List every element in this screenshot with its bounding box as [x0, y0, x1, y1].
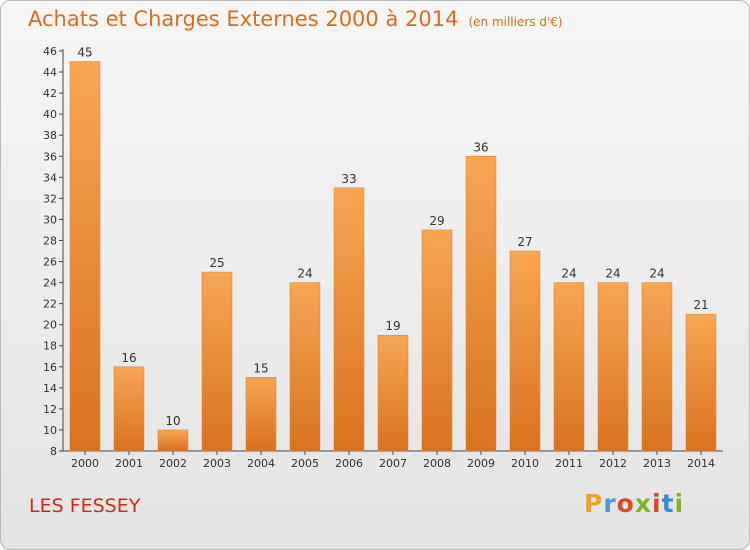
y-tick-label: 46 — [43, 45, 57, 58]
x-tick-label-2002: 2002 — [159, 457, 187, 470]
bar-2013 — [641, 282, 673, 452]
x-tick-label-2004: 2004 — [247, 457, 275, 470]
y-tick-label: 10 — [43, 424, 57, 437]
data-label-2000: 45 — [77, 46, 92, 60]
y-tick-label: 42 — [43, 87, 57, 100]
y-tick-label: 28 — [43, 234, 57, 247]
x-tick-label-2011: 2011 — [555, 457, 583, 470]
y-tick-label: 40 — [43, 108, 57, 121]
x-tick-label-2005: 2005 — [291, 457, 319, 470]
data-label-2005: 24 — [297, 267, 312, 281]
x-tick-label-2007: 2007 — [379, 457, 407, 470]
y-tick-label: 22 — [43, 298, 57, 311]
bar-2004 — [245, 377, 277, 452]
labels: 45 2000 16 2001 10 2002 25 2003 15 2004 24 2005 33 20… — [71, 46, 715, 470]
data-label-2003: 25 — [209, 256, 224, 270]
logo-letter: o — [616, 489, 635, 518]
y-tick-label: 18 — [43, 340, 57, 353]
bar-2010 — [509, 250, 541, 452]
bar-2011 — [553, 282, 585, 452]
chart-title: Achats et Charges Externes 2000 à 2014 (e… — [28, 7, 563, 31]
x-tick-label-2013: 2013 — [643, 457, 671, 470]
bar-2002 — [157, 429, 189, 452]
axes: 8 10 12 14 16 18 20 22 24 26 28 30 32 34 36 38 40 42 44 46 — [43, 45, 723, 458]
bar-2008 — [421, 229, 453, 452]
y-tick-label: 30 — [43, 213, 57, 226]
x-tick-label-2014: 2014 — [687, 457, 715, 470]
logo-letter: x — [634, 489, 652, 518]
data-label-2006: 33 — [341, 172, 356, 186]
x-tick-label-2003: 2003 — [203, 457, 231, 470]
x-tick-label-2008: 2008 — [423, 457, 451, 470]
y-tick-label: 36 — [43, 150, 57, 163]
x-tick-label-2000: 2000 — [71, 457, 99, 470]
place-name: LES FESSEY — [29, 495, 141, 517]
data-label-2010: 27 — [517, 235, 532, 249]
x-tick-label-2001: 2001 — [115, 457, 143, 470]
y-tick-label: 12 — [43, 403, 57, 416]
bar-2006 — [333, 187, 365, 452]
y-tick-label: 8 — [50, 445, 57, 458]
data-label-2001: 16 — [121, 351, 136, 365]
data-label-2011: 24 — [561, 267, 576, 281]
x-tick-label-2009: 2009 — [467, 457, 495, 470]
data-label-2004: 15 — [253, 361, 268, 375]
data-label-2002: 10 — [165, 414, 180, 428]
bar-2007 — [377, 334, 409, 452]
logo-letter: r — [603, 489, 617, 518]
bar-2000 — [69, 61, 101, 452]
y-tick-label: 44 — [43, 66, 57, 79]
title-text: Achats et Charges Externes 2000 à 2014 — [28, 7, 459, 31]
bar-2009 — [465, 156, 497, 452]
logo-letter: t — [661, 489, 675, 518]
data-label-2009: 36 — [473, 140, 488, 154]
bar-2014 — [685, 313, 717, 452]
logo-letter: P — [584, 489, 604, 518]
y-tick-label: 20 — [43, 319, 57, 332]
bar-2003 — [201, 271, 233, 452]
y-tick-label: 14 — [43, 382, 57, 395]
y-tick-label: 32 — [43, 192, 57, 205]
data-label-2013: 24 — [649, 267, 664, 281]
data-label-2008: 29 — [429, 214, 444, 228]
proxiti-logo: Proxiti — [584, 489, 684, 518]
unit-label: (en milliers d'€) — [468, 15, 563, 29]
bar-2005 — [289, 282, 321, 452]
x-tick-label-2010: 2010 — [511, 457, 539, 470]
y-tick-label: 38 — [43, 129, 57, 142]
bar-2012 — [597, 282, 629, 452]
y-tick-label: 26 — [43, 256, 57, 269]
bar-2001 — [113, 366, 145, 452]
x-tick-label-2006: 2006 — [335, 457, 363, 470]
logo-letter: i — [674, 489, 685, 518]
x-tick-label-2012: 2012 — [599, 457, 627, 470]
y-tick-label: 24 — [43, 277, 57, 290]
y-tick-label: 16 — [43, 361, 57, 374]
logo-letter: i — [652, 489, 662, 518]
bars — [69, 61, 717, 452]
data-label-2007: 19 — [385, 319, 400, 333]
data-label-2014: 21 — [693, 298, 708, 312]
data-label-2012: 24 — [605, 267, 620, 281]
y-tick-label: 34 — [43, 171, 57, 184]
